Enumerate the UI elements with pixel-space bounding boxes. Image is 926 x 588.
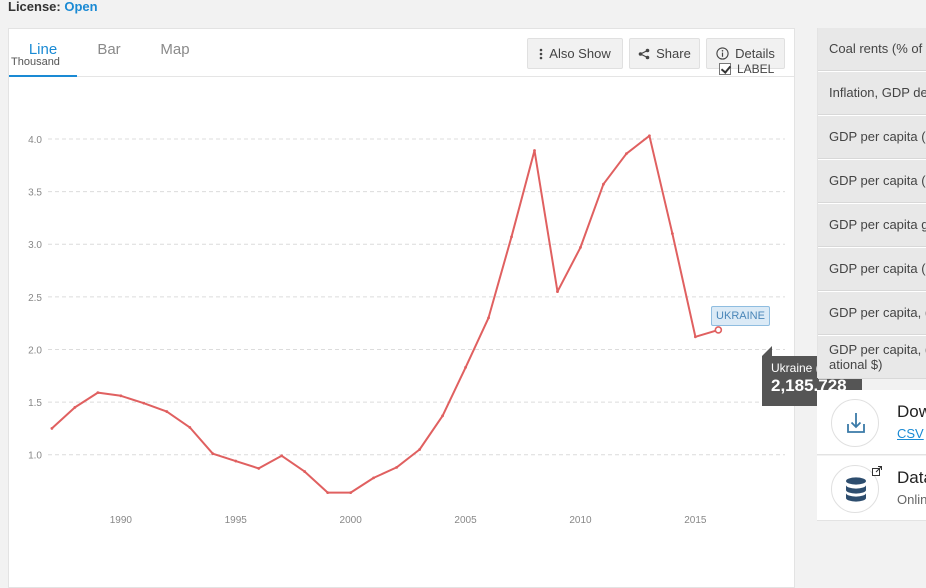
data-point bbox=[349, 491, 353, 495]
databank-row: Data Onlin bbox=[817, 456, 926, 521]
info-icon bbox=[716, 47, 729, 60]
y-tick-label: 3.5 bbox=[28, 188, 42, 199]
related-indicators: Coal rents (% of Inflation, GDP de GDP p… bbox=[817, 28, 926, 379]
also-show-label: Also Show bbox=[549, 46, 611, 61]
data-point bbox=[670, 232, 674, 236]
x-tick-label: 2015 bbox=[684, 515, 707, 526]
data-point bbox=[579, 245, 582, 249]
indicator-item-8-line1: GDP per capita, ( bbox=[829, 342, 926, 357]
series-line bbox=[51, 134, 719, 494]
data-point bbox=[533, 149, 536, 152]
data-point bbox=[73, 405, 77, 409]
indicator-item-8-line2: ational $) bbox=[829, 357, 883, 372]
indicator-item-6[interactable]: GDP per capita ( bbox=[818, 248, 926, 291]
data-point bbox=[372, 476, 376, 480]
also-show-button[interactable]: Also Show bbox=[527, 38, 623, 69]
indicator-item-5[interactable]: GDP per capita g bbox=[818, 204, 926, 247]
y-tick-label: 3.0 bbox=[28, 240, 42, 251]
share-icon bbox=[638, 48, 650, 59]
csv-link[interactable]: CSV bbox=[897, 426, 924, 441]
y-tick-label: 2.5 bbox=[28, 293, 42, 304]
database-icon[interactable] bbox=[831, 465, 882, 513]
tab-map[interactable]: Map bbox=[160, 41, 190, 58]
databank-sub: Onlin bbox=[897, 492, 926, 507]
indicator-item-8[interactable]: GDP per capita, ( ational $) bbox=[818, 336, 926, 379]
data-point bbox=[693, 335, 697, 339]
data-point bbox=[303, 470, 307, 473]
indicator-item-1[interactable]: Coal rents (% of bbox=[818, 28, 926, 71]
data-point bbox=[602, 182, 605, 186]
data-point bbox=[556, 290, 559, 293]
x-tick-label: 1990 bbox=[110, 515, 133, 526]
data-point bbox=[464, 365, 467, 369]
data-point bbox=[418, 448, 421, 451]
data-point bbox=[119, 394, 123, 398]
indicator-item-4[interactable]: GDP per capita ( bbox=[818, 160, 926, 203]
data-point bbox=[188, 425, 192, 429]
license-line: License: Open bbox=[8, 0, 98, 14]
share-label: Share bbox=[656, 46, 691, 61]
chart-panel: Line Bar Map Also Show Share Details bbox=[8, 28, 795, 588]
data-point bbox=[441, 414, 444, 418]
indicator-item-3[interactable]: GDP per capita ( bbox=[818, 116, 926, 159]
x-tick-label: 2010 bbox=[569, 515, 592, 526]
download-title: Dow bbox=[897, 402, 926, 421]
data-point bbox=[257, 467, 261, 470]
tab-bar[interactable]: Bar bbox=[97, 41, 121, 58]
download-icon[interactable] bbox=[831, 399, 879, 447]
data-point bbox=[510, 235, 513, 239]
data-point bbox=[234, 459, 238, 463]
external-link-icon bbox=[872, 466, 882, 476]
data-point bbox=[326, 491, 330, 495]
tab-line[interactable]: Line bbox=[9, 29, 77, 77]
data-point bbox=[648, 134, 651, 138]
y-tick-label: 2.0 bbox=[28, 345, 42, 356]
indicator-item-7[interactable]: GDP per capita, ( bbox=[818, 292, 926, 335]
label-toggle-text: LABEL bbox=[737, 62, 775, 76]
data-point bbox=[96, 391, 100, 395]
series-name-tag: UKRAINE bbox=[711, 306, 770, 326]
download-csv-row: Dow CSV bbox=[817, 390, 926, 455]
chart-tabs: Line Bar Map Also Show Share Details bbox=[9, 29, 794, 77]
data-point bbox=[395, 465, 399, 469]
line-chart: 1.0 1.5 2.0 2.5 3.0 3.5 4.0 1990 1995 2000 2005 201… bbox=[28, 134, 785, 526]
data-point bbox=[142, 401, 146, 405]
vertical-dots-icon bbox=[539, 48, 543, 59]
data-point bbox=[714, 326, 723, 334]
unit-label: Thousand bbox=[11, 56, 60, 68]
data-point bbox=[211, 452, 215, 456]
x-tick-label: 2005 bbox=[454, 515, 477, 526]
license-value[interactable]: Open bbox=[64, 0, 98, 14]
share-button[interactable]: Share bbox=[629, 38, 700, 69]
license-label: License: bbox=[8, 0, 61, 14]
data-point bbox=[625, 152, 628, 156]
databank-title: Data bbox=[897, 468, 926, 487]
details-button[interactable]: Details bbox=[706, 38, 785, 69]
data-point bbox=[50, 427, 54, 430]
label-checkbox[interactable] bbox=[719, 63, 731, 75]
x-tick-label: 1995 bbox=[225, 515, 248, 526]
data-point bbox=[280, 454, 284, 458]
indicator-item-2[interactable]: Inflation, GDP de bbox=[818, 72, 926, 115]
y-tick-label: 4.0 bbox=[28, 135, 42, 146]
x-tick-label: 2000 bbox=[340, 515, 363, 526]
data-point bbox=[165, 410, 169, 413]
label-toggle[interactable]: LABEL bbox=[719, 62, 774, 76]
y-tick-label: 1.0 bbox=[28, 451, 42, 462]
y-tick-label: 1.5 bbox=[28, 398, 42, 409]
details-label: Details bbox=[735, 46, 775, 61]
data-point bbox=[487, 316, 490, 320]
